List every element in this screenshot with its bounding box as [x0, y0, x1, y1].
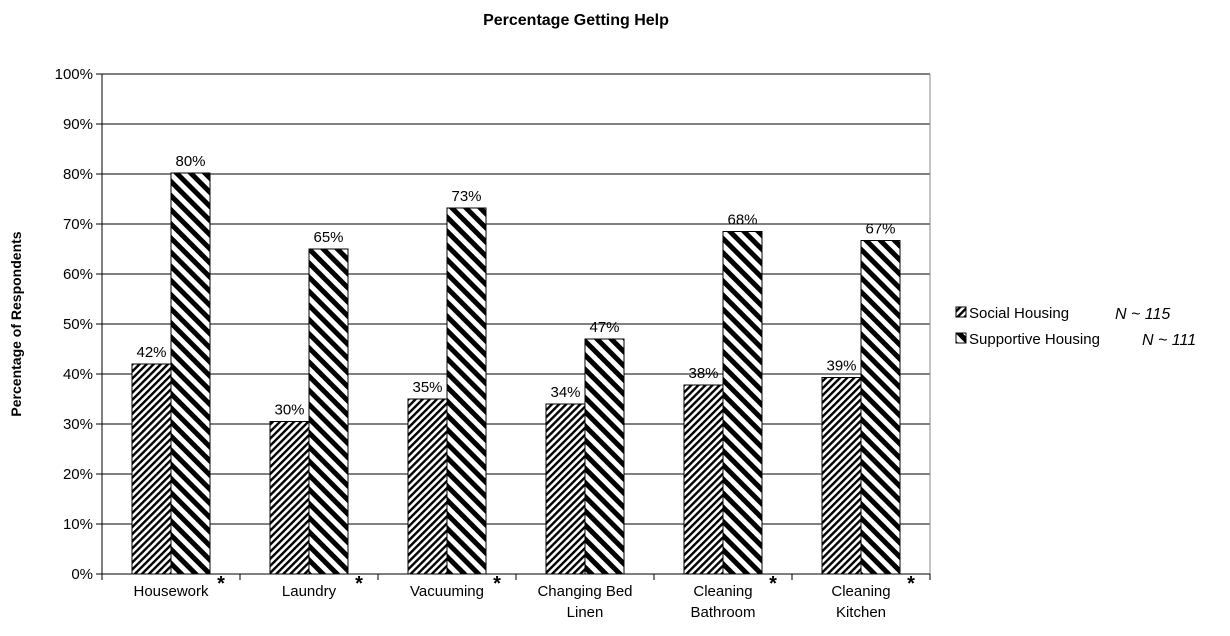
x-category-label: Laundry	[282, 583, 337, 600]
legend-swatch-supportive-housing	[955, 332, 967, 344]
legend-n-supportive-housing: N ~ 111	[1142, 332, 1196, 349]
data-labels: 42% 80% 30% 65% 35% 73% 34% 47% 38% 68% 39% 67%	[136, 153, 895, 419]
y-tick-label: 70%	[63, 216, 93, 233]
bar-social-housing	[545, 403, 586, 575]
legend-label-social-housing: Social Housing	[969, 305, 1069, 322]
data-label-supportive-housing: 65%	[313, 229, 343, 246]
data-label-supportive-housing: 67%	[865, 221, 895, 238]
bar-social-housing	[683, 384, 724, 575]
x-category-label: Changing Bed Linen	[537, 583, 632, 621]
legend-swatch-social-housing	[955, 306, 967, 318]
data-label-supportive-housing: 47%	[589, 319, 619, 336]
data-label-social-housing: 38%	[688, 365, 718, 382]
data-label-supportive-housing: 68%	[727, 212, 757, 229]
y-tick-label: 30%	[63, 416, 93, 433]
y-axis-label: Percentage of Respondents	[8, 231, 24, 416]
significance-star: *	[355, 573, 363, 595]
y-tick-label: 90%	[63, 116, 93, 133]
chart-title: Percentage Getting Help	[483, 12, 669, 29]
bar-supportive-housing	[446, 207, 487, 575]
data-label-supportive-housing: 73%	[451, 188, 481, 205]
x-category-label: Cleaning Kitchen	[831, 583, 890, 621]
x-category-labels: Housework Laundry Vacuuming Changing Bed Lin…	[133, 583, 890, 621]
bar-supportive-housing	[170, 172, 211, 575]
data-label-social-housing: 34%	[550, 384, 580, 401]
axes	[96, 73, 931, 580]
bar-supportive-housing	[308, 248, 349, 575]
bar-supportive-housing	[860, 240, 901, 575]
bar-social-housing	[269, 421, 310, 575]
data-label-social-housing: 42%	[136, 344, 166, 361]
y-tick-label: 60%	[63, 266, 93, 283]
y-tick-label: 100%	[55, 66, 93, 83]
y-tick-label: 80%	[63, 166, 93, 183]
bar-social-housing	[131, 363, 172, 575]
x-category-label: Vacuuming	[410, 583, 484, 600]
legend-n-social-housing: N ~ 115	[1115, 306, 1170, 323]
y-tick-label: 20%	[63, 466, 93, 483]
bar-supportive-housing	[722, 231, 763, 575]
gridlines	[102, 73, 930, 525]
bar-supportive-housing	[584, 338, 625, 575]
legend-item-supportive-housing: Supportive Housing N ~ 111	[955, 331, 1196, 349]
x-category-label: Housework	[133, 583, 209, 600]
significance-star: *	[907, 573, 915, 595]
data-label-social-housing: 39%	[826, 358, 856, 375]
data-label-social-housing: 35%	[412, 379, 442, 396]
legend-item-social-housing: Social Housing N ~ 115	[955, 305, 1170, 323]
significance-markers: * * * * *	[217, 573, 915, 595]
significance-star: *	[769, 573, 777, 595]
legend-label-supportive-housing: Supportive Housing	[969, 331, 1100, 348]
data-label-supportive-housing: 80%	[175, 153, 205, 170]
significance-star: *	[493, 573, 501, 595]
significance-star: *	[217, 573, 225, 595]
y-tick-label: 40%	[63, 366, 93, 383]
y-tick-labels: 0% 10% 20% 30% 40% 50% 60% 70% 80% 90% 100%	[55, 66, 93, 583]
bar-social-housing	[407, 398, 448, 575]
bar-social-housing	[821, 377, 862, 575]
y-tick-label: 50%	[63, 316, 93, 333]
data-label-social-housing: 30%	[274, 402, 304, 419]
y-tick-label: 10%	[63, 516, 93, 533]
y-tick-label: 0%	[71, 566, 93, 583]
x-category-label: Cleaning Bathroom	[690, 583, 755, 621]
legend: Social Housing N ~ 115 Supportive Housin…	[955, 305, 1196, 349]
